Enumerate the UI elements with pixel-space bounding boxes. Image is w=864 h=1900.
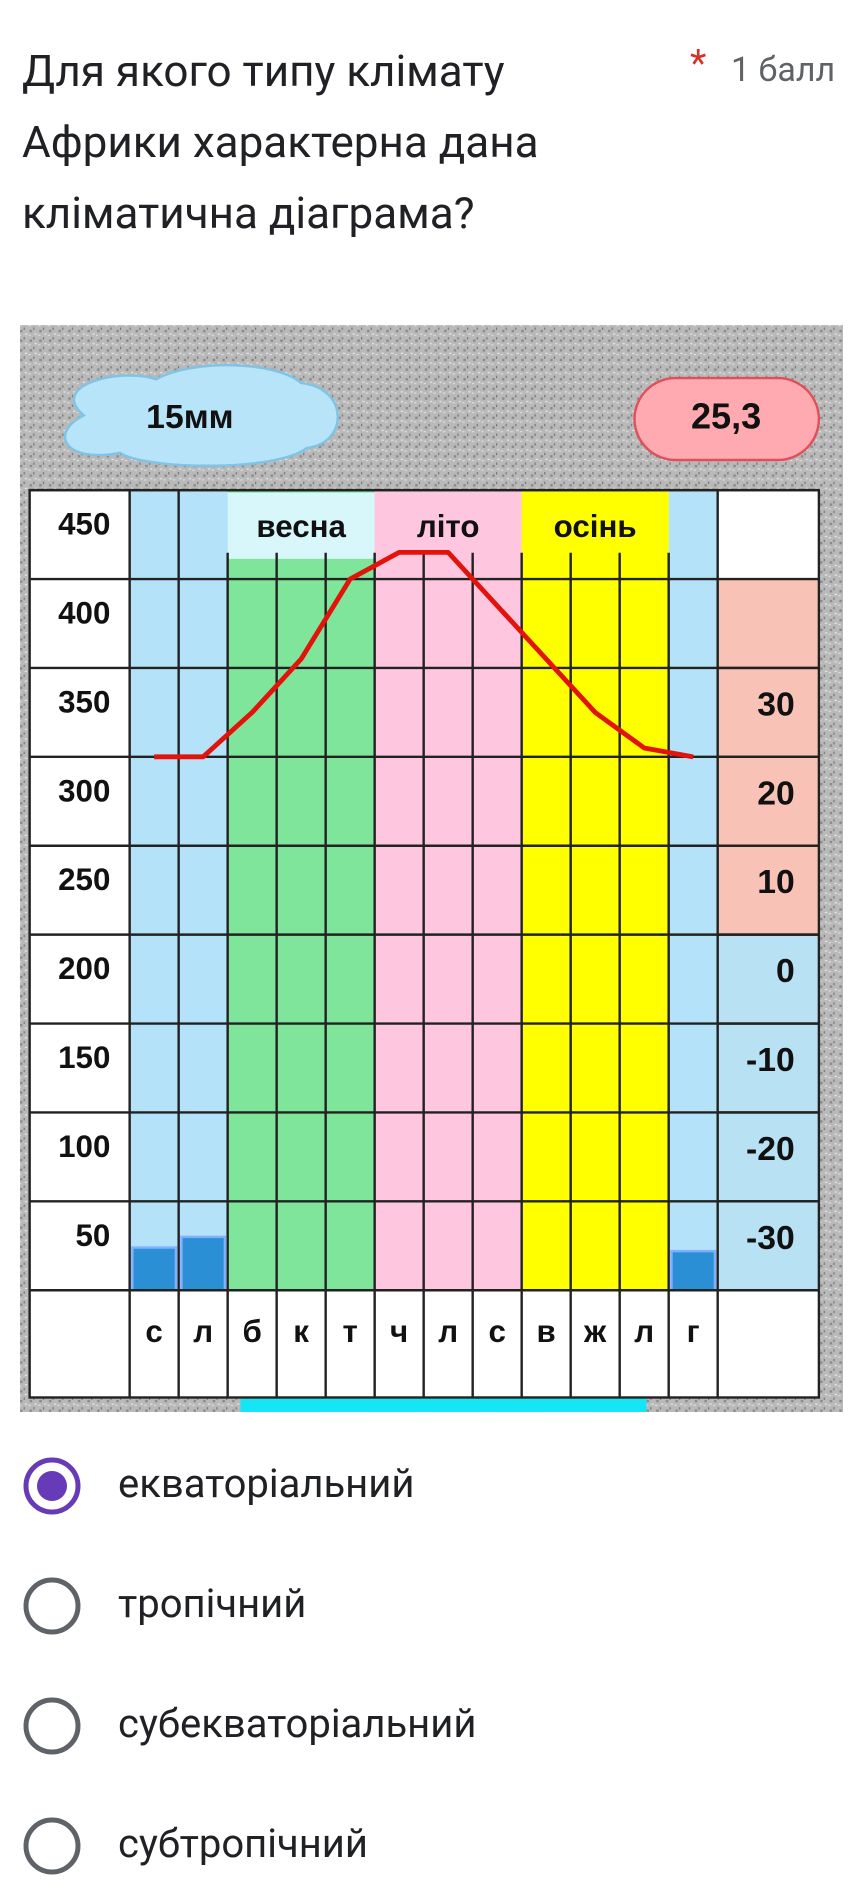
- month-column: [619, 490, 669, 1291]
- radio-ring: [23, 1697, 81, 1755]
- temp-mean: 25,3: [691, 396, 761, 437]
- y-tick-label: 450: [58, 507, 110, 542]
- option-label[interactable]: субтропічний: [118, 1820, 368, 1867]
- month-label: в: [537, 1314, 556, 1349]
- precip-total: 15мм: [146, 398, 233, 436]
- temp-badge: [633, 376, 821, 462]
- cloud: [63, 363, 339, 467]
- month-label: л: [193, 1314, 213, 1349]
- month-column: [423, 490, 473, 1291]
- month-label: л: [438, 1314, 458, 1349]
- radio[interactable]: [22, 1576, 82, 1636]
- y-tick-label: 200: [58, 951, 110, 986]
- month-column: [227, 490, 277, 1291]
- y2-tick-label: 0: [776, 952, 795, 990]
- option-label[interactable]: субекваторіальний: [118, 1700, 477, 1747]
- month-label: с: [145, 1314, 162, 1349]
- y2-tick-label: -10: [746, 1041, 795, 1079]
- month-column: [129, 490, 179, 1291]
- season-header: [227, 492, 375, 559]
- month-label: ж: [583, 1314, 607, 1349]
- radio-ring: [23, 1457, 81, 1515]
- option[interactable]: тропічний: [0, 1550, 864, 1660]
- month-column: [472, 490, 522, 1291]
- y2-tick-label: 10: [757, 863, 795, 901]
- month-column: [570, 490, 620, 1291]
- radio-dot: [37, 1471, 67, 1501]
- option[interactable]: субекваторіальний: [0, 1670, 864, 1780]
- month-label: г: [687, 1314, 700, 1349]
- y2-tick-label: -20: [746, 1130, 795, 1168]
- season-label: весна: [256, 509, 346, 544]
- required-mark: *: [690, 42, 707, 86]
- y-tick-label: 250: [58, 862, 110, 897]
- option-label[interactable]: екваторіальний: [118, 1460, 415, 1507]
- scroll-bar: [240, 1398, 647, 1412]
- points: 1 балл: [731, 50, 836, 90]
- y2-tick-label: 20: [757, 774, 795, 812]
- month-label: к: [293, 1314, 309, 1349]
- y-tick-label: 350: [58, 684, 110, 719]
- month-label: т: [342, 1314, 357, 1349]
- y-tick-label: 50: [76, 1218, 111, 1253]
- radio[interactable]: [22, 1696, 82, 1756]
- season-label: літо: [417, 509, 480, 544]
- option[interactable]: субтропічний: [0, 1790, 864, 1900]
- y-tick-label: 400: [58, 595, 110, 630]
- outline: [28, 488, 821, 1399]
- temperature-line: [154, 549, 694, 760]
- radio-ring: [23, 1817, 81, 1875]
- month-column: [178, 490, 228, 1291]
- option-label[interactable]: тропічний: [118, 1580, 307, 1627]
- month-column: [374, 490, 424, 1291]
- month-column: [521, 490, 571, 1291]
- month-label: б: [242, 1314, 261, 1349]
- y-tick-label: 100: [58, 1129, 110, 1164]
- y2-tick-label: 30: [757, 685, 795, 723]
- season-header: [374, 492, 522, 559]
- month-column: [276, 490, 326, 1291]
- month-label: л: [634, 1314, 654, 1349]
- climate-diagram: 15мм 25,3 весна літо осінь4504003503002502…: [20, 325, 843, 1412]
- radio[interactable]: [22, 1816, 82, 1876]
- y2-tick-label: -30: [746, 1219, 795, 1257]
- precip-bar: [670, 1249, 717, 1292]
- option[interactable]: екваторіальний: [0, 1430, 864, 1540]
- month-column: [668, 490, 718, 1291]
- month-column: [325, 490, 375, 1291]
- question-text: Для якого типу клімату Африки характерна…: [22, 45, 539, 239]
- radio[interactable]: [22, 1456, 82, 1516]
- month-label: ч: [390, 1314, 408, 1349]
- precip-bar: [180, 1235, 227, 1292]
- month-label: с: [488, 1314, 505, 1349]
- y-tick-label: 150: [58, 1040, 110, 1075]
- radio-ring: [23, 1577, 81, 1635]
- season-label: осінь: [554, 509, 637, 544]
- plot: весна літо осінь45040035030025020015010050…: [28, 488, 821, 1399]
- precip-bar: [131, 1246, 178, 1292]
- season-header: [521, 492, 669, 559]
- y-tick-label: 300: [58, 773, 110, 808]
